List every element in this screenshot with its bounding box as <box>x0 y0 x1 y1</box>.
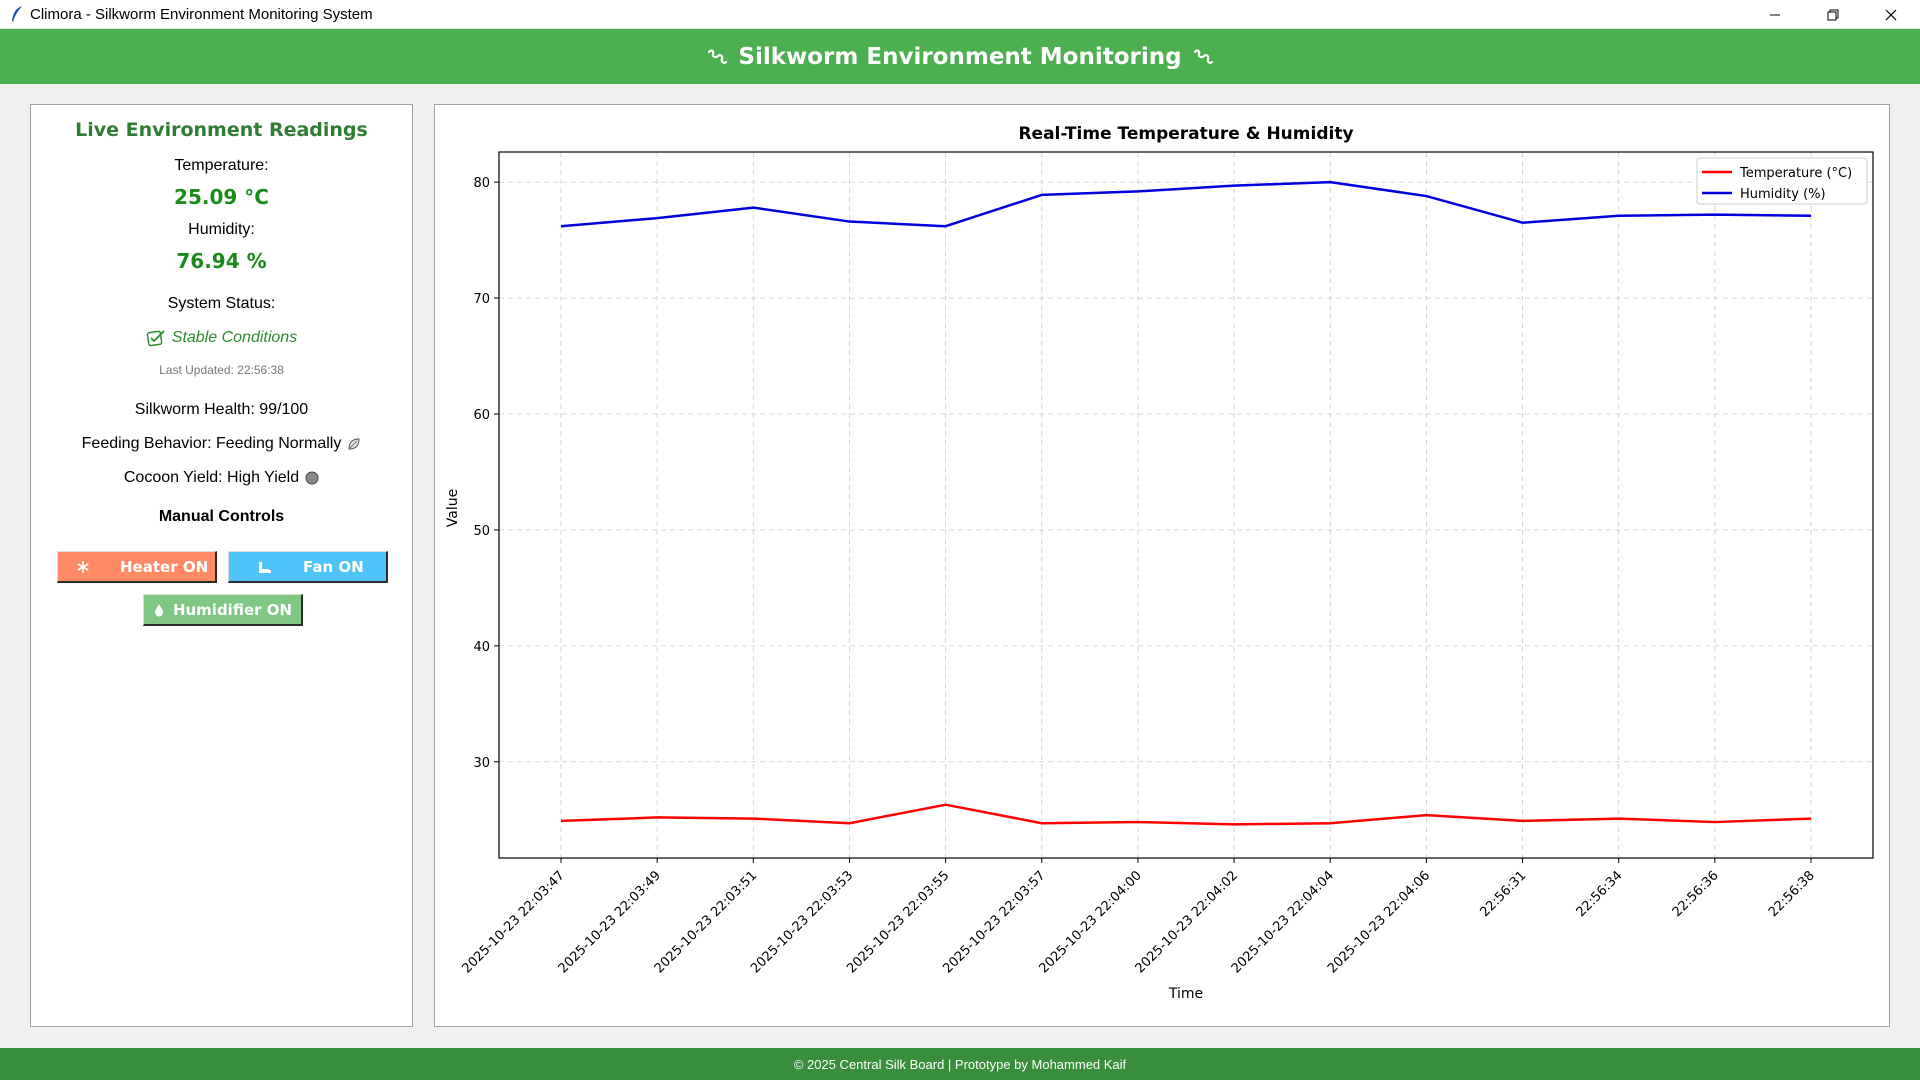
y-axis-label: Value <box>445 489 461 527</box>
restore-button[interactable] <box>1804 0 1862 29</box>
plot-area-frame <box>498 151 1874 859</box>
x-tick-label: 2025-10-23 22:03:55 <box>844 868 952 976</box>
chart-panel: Real-Time Temperature & Humidity Time Va… <box>434 104 1890 1027</box>
x-tick-label: 2025-10-23 22:04:02 <box>1133 868 1241 976</box>
x-tick-label: 2025-10-23 22:03:49 <box>556 868 664 976</box>
readings-panel: Live Environment Readings Temperature: 2… <box>30 104 413 1027</box>
readings-heading: Live Environment Readings <box>75 119 368 141</box>
silkworm-icon <box>1193 48 1213 64</box>
feeding-row: Feeding Behavior: Feeding Normally <box>31 435 412 453</box>
status-label: System Status: <box>167 295 276 312</box>
y-tick-label: 40 <box>473 640 490 655</box>
temperature-value: 25.09 °C <box>174 185 269 209</box>
feeding-behavior: Feeding Behavior: Feeding Normally <box>81 435 342 452</box>
close-icon <box>1885 9 1897 20</box>
droplet-icon <box>154 603 163 616</box>
close-button[interactable] <box>1862 0 1920 29</box>
app-header: Silkworm Environment Monitoring <box>0 29 1920 84</box>
humidifier-button[interactable]: Humidifier ON <box>143 594 303 626</box>
x-axis-label: Time <box>1168 986 1203 1002</box>
x-tick-label: 2025-10-23 22:03:57 <box>940 868 1048 976</box>
y-tick-label: 80 <box>473 176 490 191</box>
fan-button[interactable]: Fan ON <box>228 551 388 583</box>
app-footer: © 2025 Central Silk Board | Prototype by… <box>0 1048 1920 1080</box>
cocoon-row: Cocoon Yield: High Yield <box>31 469 412 487</box>
x-tick-label: 22:56:34 <box>1574 868 1626 920</box>
temperature-series-line <box>560 803 1812 826</box>
minimize-icon <box>1770 14 1780 15</box>
x-tick-label: 22:56:36 <box>1670 868 1722 920</box>
status-value: Stable Conditions <box>171 329 298 346</box>
status-row: Stable Conditions <box>31 329 412 352</box>
window-titlebar: Climora - Silkworm Environment Monitorin… <box>0 0 1920 29</box>
window-controls <box>1746 0 1920 29</box>
cocoon-yield: Cocoon Yield: High Yield <box>123 469 300 486</box>
humidity-series-line <box>560 180 1812 228</box>
chart-legend: Temperature (°C) Humidity (%) <box>1696 157 1868 205</box>
humidity-value: 76.94 % <box>176 249 267 273</box>
checkbox-check-icon <box>146 330 165 347</box>
x-tick-label: 22:56:31 <box>1477 868 1529 920</box>
chart-series <box>560 180 1812 826</box>
minimize-button[interactable] <box>1746 0 1804 29</box>
window-title: Climora - Silkworm Environment Monitorin… <box>30 5 373 23</box>
heater-button[interactable]: Heater ON <box>57 551 217 583</box>
x-tick-label: 2025-10-23 22:03:47 <box>460 868 568 976</box>
footer-text: © 2025 Central Silk Board | Prototype by… <box>793 1056 1127 1072</box>
x-tick-label: 2025-10-23 22:03:53 <box>748 868 856 976</box>
humidity-label: Humidity: <box>188 221 255 238</box>
silkworm-health: Silkworm Health: 99/100 <box>134 401 309 418</box>
temperature-label: Temperature: <box>174 157 269 174</box>
heater-button-label: Heater ON <box>120 557 209 576</box>
page-title: Silkworm Environment Monitoring <box>738 43 1182 70</box>
health-row: Silkworm Health: 99/100 <box>31 401 412 419</box>
last-updated: Last Updated: 22:56:38 <box>159 363 284 377</box>
y-tick-label: 30 <box>473 756 490 771</box>
fan-button-label: Fan ON <box>303 557 364 576</box>
humidifier-button-label: Humidifier ON <box>172 600 293 619</box>
y-tick-label: 60 <box>473 408 490 423</box>
x-tick-label: 2025-10-23 22:04:04 <box>1229 868 1337 976</box>
x-tick-label: 22:56:38 <box>1766 868 1818 920</box>
cocoon-icon <box>305 471 319 485</box>
legend-entry: Humidity (%) <box>1740 187 1826 202</box>
feather-icon <box>6 3 28 25</box>
restore-icon <box>1827 9 1839 20</box>
y-tick-label: 70 <box>473 292 490 307</box>
legend-entry: Temperature (°C) <box>1739 166 1852 181</box>
chart-title: Real-Time Temperature & Humidity <box>1018 124 1353 144</box>
y-tick-label: 50 <box>473 524 490 539</box>
status-badge: Stable Conditions <box>146 329 297 347</box>
x-tick-label: 2025-10-23 22:03:51 <box>652 868 760 976</box>
leaf-icon <box>348 438 360 450</box>
temperature-humidity-chart: Real-Time Temperature & Humidity Time Va… <box>445 124 1874 1002</box>
fan-icon <box>259 561 271 573</box>
silkworm-icon <box>708 48 728 64</box>
x-tick-label: 2025-10-23 22:04:00 <box>1037 868 1145 976</box>
manual-controls-title: Manual Controls <box>158 508 285 525</box>
snowflake-icon <box>77 560 89 573</box>
x-tick-label: 2025-10-23 22:04:06 <box>1325 868 1433 976</box>
chart-grid <box>499 152 1873 858</box>
legend-box <box>1696 157 1868 205</box>
